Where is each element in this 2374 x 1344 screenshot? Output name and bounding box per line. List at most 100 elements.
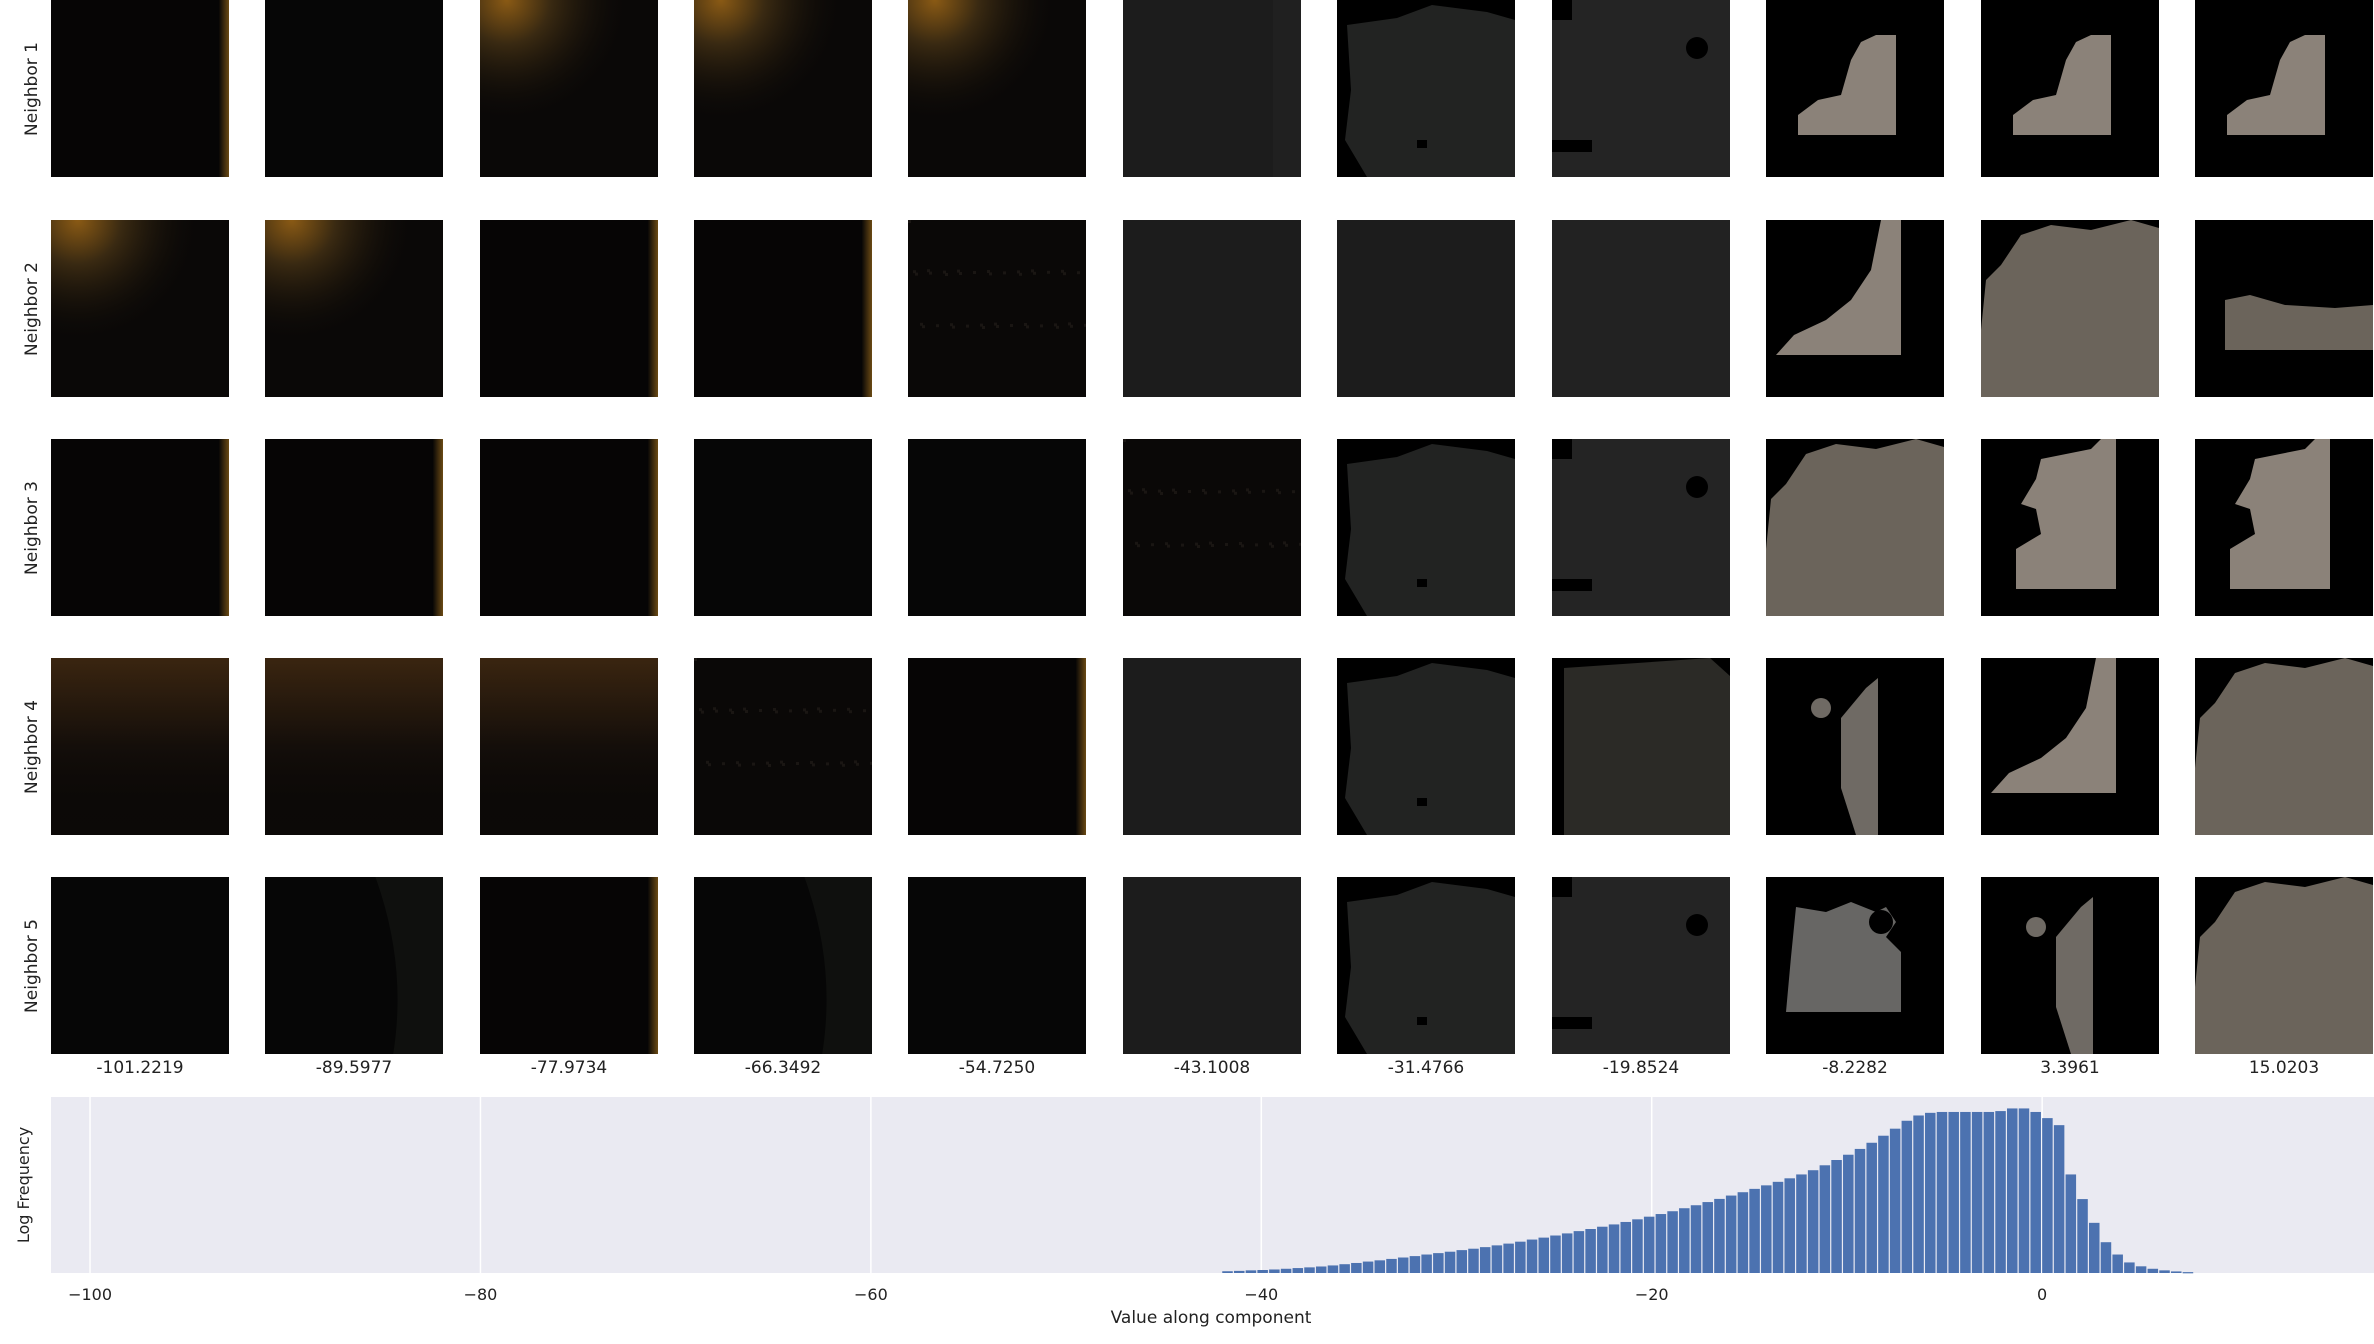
histogram-bar [1433,1253,1444,1273]
histogram-bar [2182,1272,2194,1274]
histogram-bar [1655,1214,1667,1273]
neighbor-tile [2195,658,2373,835]
histogram-bar [1925,1112,1936,1273]
column-value: -77.9734 [530,1058,608,1078]
neighbor-tile [694,877,872,1054]
histogram-bar [1643,1216,1655,1273]
x-tick-label: −60 [854,1285,888,1304]
histogram-bar [1843,1154,1854,1273]
histogram-bar [1679,1208,1690,1273]
histogram-bar [1339,1264,1350,1273]
column-value: -89.5977 [315,1058,393,1078]
neighbor-tile [1123,0,1301,177]
neighbor-tile [2195,220,2373,397]
bars [1222,1108,2194,1274]
neighbor-tile [51,220,229,397]
plot-area [51,1097,2374,1273]
y-axis-label: Log Frequency [14,1127,33,1243]
histogram-bar [1667,1211,1678,1273]
neighbor-tile [1552,220,1730,397]
histogram-bar [1561,1233,1573,1273]
histogram-bar [1222,1271,1233,1273]
neighbor-tile [694,439,872,616]
neighbor-tile [1337,0,1515,177]
neighbor-tile [694,220,872,397]
grid [89,1097,2043,1273]
x-tick-label: −20 [1635,1285,1669,1304]
column-value: 3.3961 [2040,1058,2100,1078]
histogram-bar [2170,1271,2182,1273]
histogram-bar [1725,1195,1737,1273]
neighbor-tile [1123,877,1301,1054]
neighbor-tile [1552,439,1730,616]
neighbor-tile [1552,0,1730,177]
histogram-bar [1444,1251,1456,1273]
neighbor-tile [1766,658,1944,835]
neighbor-tile [908,220,1086,397]
histogram-bar [1901,1120,1913,1273]
row-label: Neighbor 4 [22,699,42,794]
x-tick-label: 0 [2037,1285,2047,1304]
histogram-bar [1374,1260,1386,1273]
histogram-bar [1819,1165,1831,1273]
neighbor-tile [908,658,1086,835]
neighbor-tile [51,658,229,835]
neighbor-tile [1981,220,2159,397]
histogram-bar [1386,1258,1397,1273]
histogram-bar [1889,1128,1901,1273]
x-tick-label: −80 [464,1285,498,1304]
histogram-bar [1620,1221,1632,1273]
histogram-bar [1936,1111,1948,1273]
neighbor-tile [1123,220,1301,397]
neighbor-tile [51,0,229,177]
neighbor-tile [1981,439,2159,616]
histogram-bar [1409,1256,1421,1273]
histogram-bar [2147,1268,2159,1273]
neighbor-tile [2195,439,2373,616]
neighbor-tile [1766,220,1944,397]
column-value: -8.2282 [1822,1058,1888,1078]
histogram-bar [1608,1224,1620,1273]
neighbor-tile [1766,439,1944,616]
histogram-bar [1245,1270,1257,1273]
row-label: Neighbor 3 [22,480,42,575]
column-value: -31.4766 [1387,1058,1465,1078]
histogram-bar [1714,1198,1725,1273]
neighbor-tile [908,0,1086,177]
histogram-bar [1796,1174,1807,1273]
histogram-bar [1761,1185,1772,1273]
histogram-bar [1749,1188,1760,1273]
histogram-bar [2042,1118,2053,1273]
histogram-bar [1550,1235,1561,1273]
histogram-bar [2018,1108,2030,1273]
histogram-bar [1468,1248,1479,1273]
histogram-bar [1866,1142,1877,1273]
x-axis-label: Value along component [1111,1308,1312,1328]
neighbor-tile [51,439,229,616]
histogram-bar [1702,1202,1713,1273]
neighbor-tile [1766,877,1944,1054]
column-value: -19.8524 [1602,1058,1680,1078]
histogram-bar [2053,1125,2065,1273]
column-value: -43.1008 [1173,1058,1251,1078]
histogram-bar [2100,1242,2112,1273]
row-label: Neighbor 1 [22,41,42,136]
column-value: -101.2219 [96,1058,184,1078]
histogram-bar [2030,1111,2041,1273]
x-ticks: −100 −80 −60 −40 −20 0 [68,1285,2047,1304]
histogram-bar [1971,1111,1983,1273]
neighbor-tile [265,0,443,177]
column-value: -66.3492 [744,1058,822,1078]
neighbor-tile [480,877,658,1054]
column-value: -54.7250 [958,1058,1036,1078]
histogram-bar [1491,1245,1503,1273]
histogram-bar [2112,1254,2123,1273]
histogram-bar [1280,1268,1292,1273]
histogram-bar [1479,1247,1491,1273]
neighbor-tile [1766,0,1944,177]
neighbor-tile [2195,0,2373,177]
neighbor-tile [694,658,872,835]
histogram-bar [2159,1270,2170,1273]
histogram-bar [1351,1262,1362,1273]
